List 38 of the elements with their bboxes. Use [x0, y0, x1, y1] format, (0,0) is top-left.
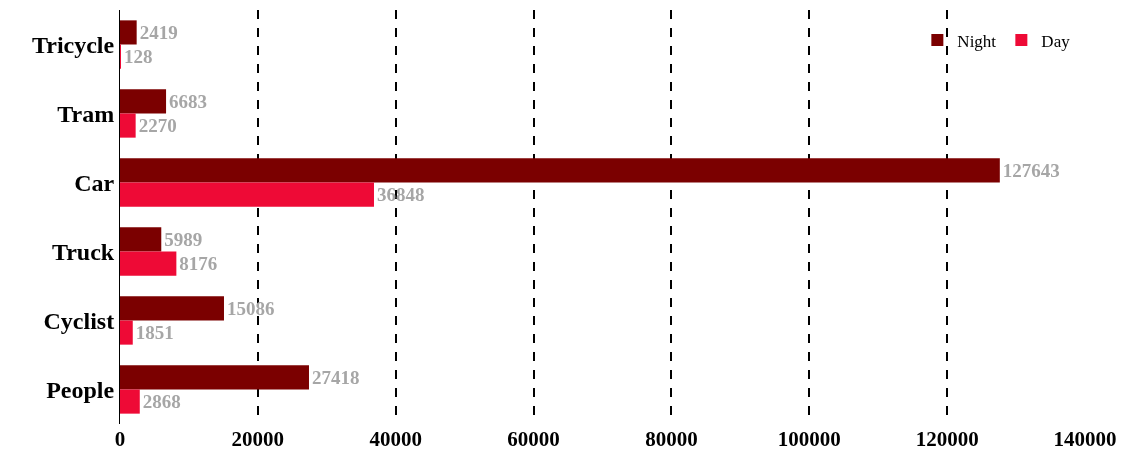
bar — [120, 158, 1000, 183]
y-tick-label: Truck — [51, 238, 115, 265]
bar — [120, 182, 374, 207]
y-tick-label: People — [46, 376, 115, 403]
bar — [120, 365, 309, 390]
bar — [120, 389, 140, 414]
x-tick-label: 40000 — [369, 427, 422, 451]
bar — [120, 89, 167, 114]
data-label: 8176 — [179, 253, 218, 275]
data-label: 27418 — [311, 366, 360, 388]
data-label: 2868 — [142, 391, 181, 413]
bar — [120, 251, 177, 276]
y-tick-label: Tram — [57, 100, 115, 127]
bar — [120, 227, 162, 252]
data-label: 5989 — [164, 228, 203, 250]
data-label: 1851 — [135, 322, 174, 344]
bar — [120, 296, 224, 321]
x-tick-label: 80000 — [645, 427, 698, 451]
bar — [120, 113, 136, 138]
data-label: 2419 — [139, 21, 178, 43]
bar — [120, 320, 133, 345]
y-tick-label: Tricycle — [32, 31, 115, 58]
data-label: 128 — [124, 46, 153, 68]
y-tick-label: Car — [74, 169, 115, 196]
x-tick-label: 60000 — [507, 427, 560, 451]
y-tick-label: Cyclist — [43, 307, 115, 334]
data-label: 2270 — [138, 115, 177, 137]
x-tick-label: 20000 — [231, 427, 285, 451]
data-label: 15086 — [226, 297, 275, 319]
legend-label: Day — [1041, 31, 1071, 51]
legend-label: Night — [957, 31, 997, 51]
x-tick-label: 120000 — [915, 427, 979, 451]
bar — [120, 20, 137, 45]
data-label: 6683 — [169, 90, 208, 112]
x-tick-label: 100000 — [777, 427, 841, 451]
x-tick-label: 0 — [114, 427, 126, 451]
x-tick-label: 140000 — [1053, 427, 1117, 451]
data-label: 127643 — [1002, 159, 1060, 181]
